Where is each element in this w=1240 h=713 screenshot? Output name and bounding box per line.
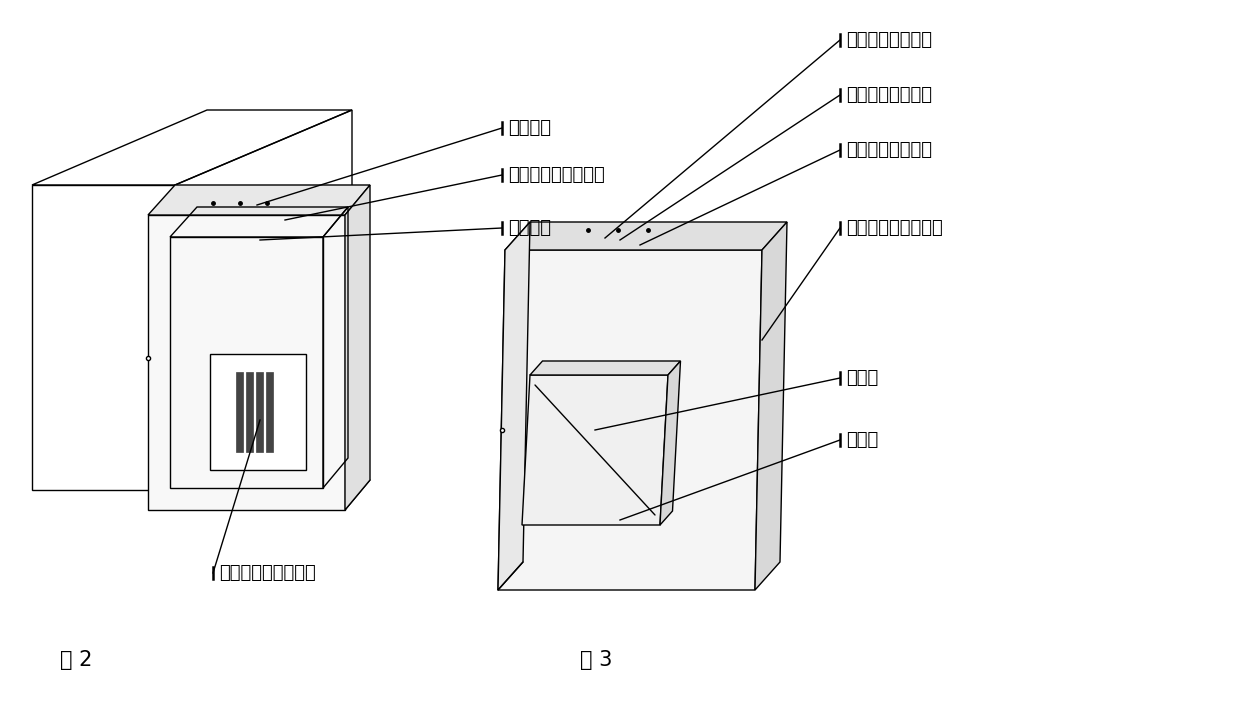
- Text: 背景黑体: 背景黑体: [508, 219, 551, 237]
- Polygon shape: [236, 372, 243, 452]
- Polygon shape: [345, 185, 370, 510]
- Text: 进气孔: 进气孔: [846, 431, 878, 449]
- Text: 镂空四条带靶标图案: 镂空四条带靶标图案: [219, 564, 316, 582]
- Polygon shape: [255, 372, 263, 452]
- Polygon shape: [267, 372, 273, 452]
- Polygon shape: [246, 372, 253, 452]
- Text: 图 3: 图 3: [580, 650, 613, 670]
- Polygon shape: [529, 361, 681, 375]
- Text: 带有红外窗口的气室: 带有红外窗口的气室: [846, 219, 942, 237]
- Text: 带有红外窗口的气室: 带有红外窗口的气室: [508, 166, 605, 184]
- Text: 温度传感器安装孔: 温度传感器安装孔: [846, 86, 932, 104]
- Polygon shape: [755, 222, 787, 590]
- Polygon shape: [498, 222, 529, 590]
- Polygon shape: [505, 222, 787, 250]
- Polygon shape: [148, 215, 345, 510]
- Polygon shape: [210, 354, 306, 470]
- Polygon shape: [660, 361, 681, 525]
- Polygon shape: [498, 250, 763, 590]
- Text: 出气孔: 出气孔: [846, 369, 878, 387]
- Polygon shape: [148, 185, 370, 215]
- Text: 压力传感器安装孔: 压力传感器安装孔: [846, 141, 932, 159]
- Text: 浓度传感器安装孔: 浓度传感器安装孔: [846, 31, 932, 49]
- Text: 靶标黑体: 靶标黑体: [508, 119, 551, 137]
- Text: 图 2: 图 2: [60, 650, 92, 670]
- Polygon shape: [522, 375, 668, 525]
